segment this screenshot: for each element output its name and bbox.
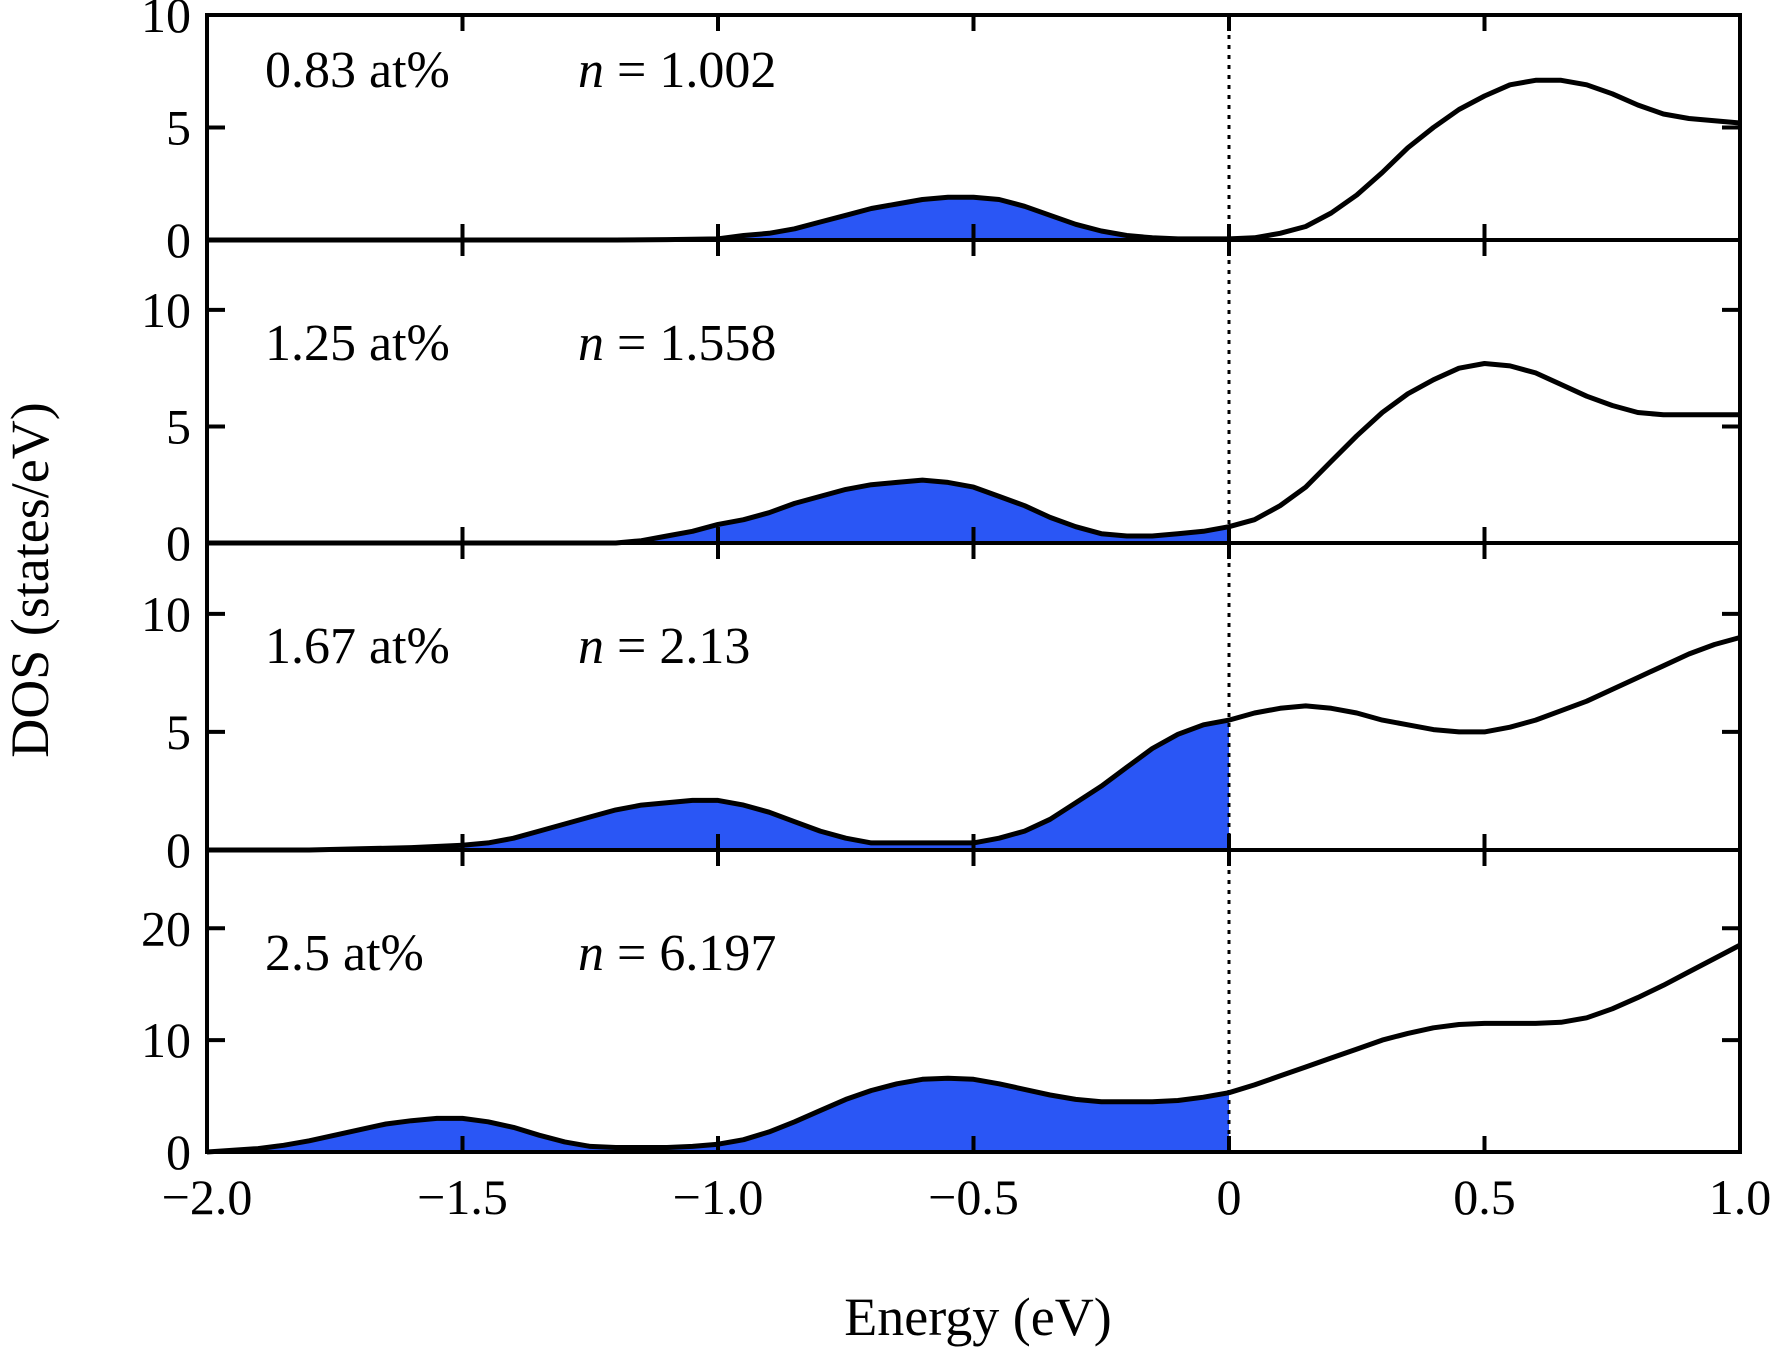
ytick-label-2-1: 5 <box>166 398 191 454</box>
ytick-label-3-0: 0 <box>166 822 191 878</box>
ytick-label-1-2: 10 <box>141 0 191 43</box>
dos-line-3 <box>207 635 1741 853</box>
y-axis-title: DOS (states/eV) <box>0 402 60 757</box>
dos-line-4 <box>206 942 1742 1155</box>
xtick-label-6: 1.0 <box>1709 1169 1772 1225</box>
frame-layer <box>205 13 1742 1154</box>
n-symbol-4: n <box>578 925 604 982</box>
labels-layer: 0 5 10 0.83 at% n = 1.002 0 5 10 1.25 at% n = 1.5… <box>141 0 1771 1225</box>
occupied-fill-4 <box>207 1078 1229 1152</box>
xtick-label-0: −2.0 <box>162 1169 253 1225</box>
xtick-label-2: −1.0 <box>673 1169 764 1225</box>
xtick-label-3: −0.5 <box>928 1169 1019 1225</box>
panel-concentration-2: 1.25 at% <box>265 315 450 372</box>
panel-n-value-1: n = 1.002 <box>578 42 776 99</box>
panel-n-value-2: n = 1.558 <box>578 315 776 372</box>
n-number-3: = 2.13 <box>604 618 750 675</box>
n-symbol-1: n <box>578 42 604 99</box>
n-symbol-2: n <box>578 315 604 372</box>
xtick-label-5: 0.5 <box>1453 1169 1516 1225</box>
panel-frame-3 <box>205 541 1742 852</box>
panel-n-value-3: n = 2.13 <box>578 618 750 675</box>
ytick-label-4-2: 20 <box>141 900 191 956</box>
panel-n-value-4: n = 6.197 <box>578 925 776 982</box>
ytick-label-1-0: 0 <box>166 212 191 268</box>
ytick-label-3-2: 10 <box>141 586 191 642</box>
ytick-label-3-1: 5 <box>166 704 191 760</box>
x-axis-title: Energy (eV) <box>844 1287 1111 1347</box>
ytick-label-4-1: 10 <box>141 1012 191 1068</box>
curves-layer <box>206 77 1742 1155</box>
panel-concentration-3: 1.67 at% <box>265 618 450 675</box>
ytick-label-2-0: 0 <box>166 515 191 571</box>
dos-line-1 <box>207 77 1741 243</box>
ytick-label-2-2: 10 <box>141 282 191 338</box>
n-number-4: = 6.197 <box>604 925 776 982</box>
n-number-2: = 1.558 <box>604 315 776 372</box>
ytick-label-1-1: 5 <box>166 100 191 156</box>
occupied-fill-3 <box>207 720 1229 850</box>
xtick-label-4: 0 <box>1217 1169 1242 1225</box>
n-symbol-3: n <box>578 618 604 675</box>
xtick-label-1: −1.5 <box>417 1169 508 1225</box>
ticks-layer <box>205 13 1742 1154</box>
panel-concentration-4: 2.5 at% <box>265 925 424 982</box>
dos-line-2 <box>207 361 1740 546</box>
ytick-label-4-0: 0 <box>166 1124 191 1180</box>
panel-concentration-1: 0.83 at% <box>265 42 450 99</box>
n-number-1: = 1.002 <box>604 42 776 99</box>
